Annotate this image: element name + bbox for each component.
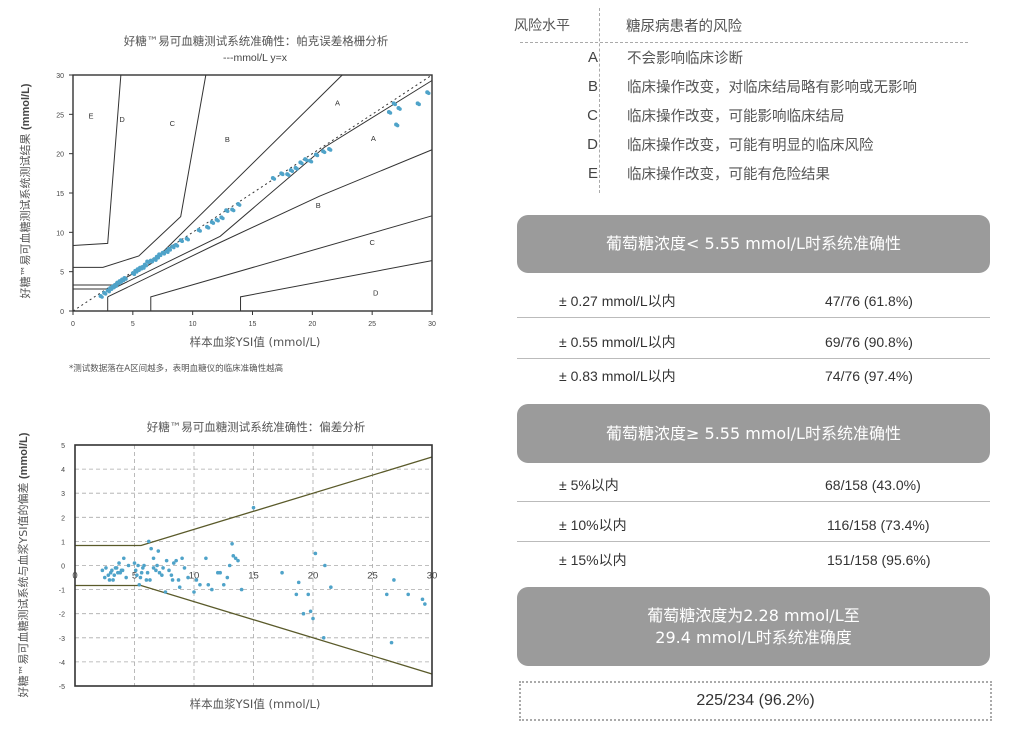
- accuracy-low-header: 葡萄糖浓度< 5.55 mmol/L时系统准确性: [517, 215, 990, 273]
- risk-row-b: B 临床操作改变，对临床结局略有影响或无影响: [520, 72, 968, 101]
- svg-text:5: 5: [132, 571, 137, 582]
- svg-text:D: D: [119, 115, 125, 124]
- svg-text:0: 0: [71, 321, 75, 328]
- svg-text:15: 15: [56, 191, 64, 198]
- clarke-x-axis-label: 样本血浆YSI值 (mmol/L): [189, 335, 321, 349]
- svg-text:10: 10: [189, 571, 200, 582]
- clarke-y-axis-label: 好糖™易可血糖测试系统测试结果 (mmol/L): [19, 83, 32, 299]
- clarke-chart-subtitle: ---mmol/L y=x: [222, 52, 288, 64]
- svg-text:2: 2: [61, 515, 65, 522]
- risk-table-divider: [599, 8, 600, 193]
- accuracy-low-row: ± 0.27 mmol/L以内 47/76 (61.8%): [517, 284, 990, 318]
- svg-text:30: 30: [428, 321, 436, 328]
- risk-level: E: [587, 165, 598, 182]
- clarke-error-grid-plot: 0 5 10 15 20 25 30 0 5 10 15 20 25 30 E D C B A A B C D: [56, 73, 436, 328]
- svg-text:25: 25: [368, 321, 376, 328]
- svg-text:A: A: [335, 99, 340, 108]
- risk-level: A: [587, 49, 598, 66]
- accuracy-range: ± 5%以内: [559, 476, 619, 493]
- bias-chart-title: 好糖™易可血糖测试系统准确性：偏差分析: [146, 420, 366, 434]
- accuracy-low-row: ± 0.55 mmol/L以内 69/76 (90.8%): [517, 325, 990, 359]
- bias-y-axis-label: 好糖™易可血糖测试系统与血浆YSI值的偏差 (mmol/L): [17, 432, 30, 698]
- risk-desc: 临床操作改变，对临床结局略有影响或无影响: [627, 80, 917, 96]
- accuracy-high-row: ± 15%以内 151/158 (95.6%): [517, 543, 990, 576]
- accuracy-range: ± 0.55 mmol/L以内: [559, 333, 676, 350]
- svg-text:5: 5: [61, 443, 65, 450]
- svg-text:30: 30: [56, 73, 64, 80]
- risk-desc-header: 糖尿病患者的风险: [626, 18, 742, 35]
- overall-title-line2: 29.4 mmol/L时系统准确度: [655, 627, 852, 647]
- svg-text:C: C: [170, 119, 176, 128]
- svg-text:4: 4: [61, 467, 65, 474]
- risk-row-a: A 不会影响临床诊断: [520, 43, 968, 72]
- svg-text:20: 20: [308, 321, 316, 328]
- accuracy-overall-header: 葡萄糖浓度为2.28 mmol/L至 29.4 mmol/L时系统准确度: [517, 587, 990, 666]
- svg-text:25: 25: [367, 571, 378, 582]
- svg-text:5: 5: [131, 321, 135, 328]
- risk-level-table: 风险水平 糖尿病患者的风险 A 不会影响临床诊断 B 临床操作改变，对临床结局略…: [508, 8, 968, 188]
- svg-text:-2: -2: [59, 612, 65, 619]
- svg-text:1: 1: [61, 539, 65, 546]
- accuracy-range: ± 0.27 mmol/L以内: [559, 292, 676, 309]
- accuracy-high-row: ± 5%以内 68/158 (43.0%): [517, 468, 990, 502]
- risk-level-header: 风险水平: [514, 18, 570, 34]
- risk-desc: 临床操作改变，可能有危险结果: [627, 167, 830, 183]
- clarke-footnote: *测试数据落在A区间越多，表明血糖仪的临床准确性越高: [69, 364, 284, 374]
- accuracy-value: 47/76 (61.8%): [825, 292, 913, 309]
- risk-row-e: E 临床操作改变，可能有危险结果: [520, 159, 968, 188]
- accuracy-value: 68/158 (43.0%): [825, 476, 921, 493]
- svg-text:3: 3: [61, 491, 65, 498]
- risk-level: C: [587, 107, 598, 124]
- accuracy-high-row: ± 10%以内 116/158 (73.4%): [517, 508, 990, 542]
- svg-text:0: 0: [61, 564, 65, 571]
- svg-text:15: 15: [248, 571, 259, 582]
- risk-level: B: [587, 78, 598, 95]
- svg-text:5: 5: [60, 270, 64, 277]
- bias-analysis-plot: -5 -4 -3 -2 -1 0 1 2 3 4 5 0 5 10 15 20 25 30: [59, 443, 438, 691]
- bias-x-axis-label: 样本血浆YSI值 (mmol/L): [189, 697, 321, 711]
- accuracy-value: 116/158 (73.4%): [827, 516, 930, 533]
- accuracy-high-header: 葡萄糖浓度≥ 5.55 mmol/L时系统准确性: [517, 404, 990, 463]
- accuracy-value: 151/158 (95.6%): [827, 551, 931, 568]
- svg-text:20: 20: [308, 571, 319, 582]
- risk-level: D: [587, 136, 598, 153]
- accuracy-range: ± 0.83 mmol/L以内: [559, 367, 676, 384]
- overall-title-line1: 葡萄糖浓度为2.28 mmol/L至: [647, 605, 860, 625]
- svg-text:0: 0: [72, 571, 77, 582]
- accuracy-overall-value: 225/234 (96.2%): [519, 681, 992, 721]
- svg-text:D: D: [373, 288, 379, 297]
- svg-text:-4: -4: [59, 660, 65, 667]
- risk-desc: 临床操作改变，可能有明显的临床风险: [627, 138, 874, 154]
- svg-text:30: 30: [427, 571, 438, 582]
- svg-text:B: B: [225, 135, 230, 144]
- svg-text:A: A: [371, 134, 376, 143]
- svg-text:20: 20: [56, 152, 64, 159]
- accuracy-range: ± 15%以内: [559, 551, 627, 568]
- risk-desc: 临床操作改变，可能影响临床结局: [627, 109, 845, 125]
- accuracy-low-row: ± 0.83 mmol/L以内 74/76 (97.4%): [517, 359, 990, 392]
- svg-text:E: E: [88, 111, 93, 120]
- risk-table-header: 风险水平 糖尿病患者的风险: [514, 8, 968, 43]
- svg-text:-3: -3: [59, 636, 65, 643]
- accuracy-value: 74/76 (97.4%): [825, 367, 913, 384]
- clarke-chart-title: 好糖™易可血糖测试系统准确性：帕克误差格栅分析: [123, 34, 389, 48]
- svg-text:0: 0: [60, 309, 64, 316]
- svg-text:10: 10: [189, 321, 197, 328]
- accuracy-range: ± 10%以内: [559, 516, 627, 533]
- svg-text:C: C: [369, 238, 375, 247]
- risk-desc: 不会影响临床诊断: [627, 51, 743, 67]
- svg-text:-5: -5: [59, 684, 65, 691]
- risk-row-d: D 临床操作改变，可能有明显的临床风险: [520, 130, 968, 159]
- svg-text:15: 15: [249, 321, 257, 328]
- accuracy-value: 69/76 (90.8%): [825, 333, 913, 350]
- svg-text:B: B: [316, 201, 321, 210]
- svg-text:25: 25: [56, 112, 64, 119]
- risk-row-c: C 临床操作改变，可能影响临床结局: [520, 101, 968, 130]
- svg-text:10: 10: [56, 230, 64, 237]
- svg-text:-1: -1: [59, 588, 65, 595]
